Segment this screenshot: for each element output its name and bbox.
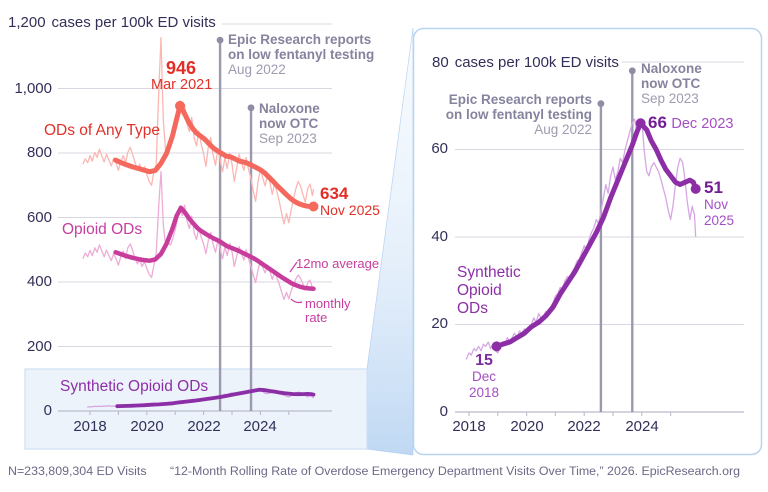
event-date: Aug 2022: [228, 62, 286, 78]
event-marker-dot: [597, 100, 605, 107]
event-text: Epic Research reports: [448, 92, 592, 107]
line-key-monthly: monthly rate: [305, 296, 351, 326]
event-date: Sep 2023: [641, 91, 699, 107]
event-date: Aug 2022: [534, 122, 592, 138]
left-chart-title: 1,200 cases per 100k ED visits: [8, 14, 216, 31]
right-x-tick-2024: 2024: [625, 418, 659, 435]
event-text: now OTC: [641, 76, 701, 92]
end-date: 2025: [704, 212, 735, 228]
end-annotation-right: 51 Nov 2025: [704, 178, 735, 228]
label-line: Opioid: [457, 281, 502, 299]
event-lines-right: [597, 67, 636, 412]
monthly-key-connector: [290, 298, 303, 304]
any-type-average-line: [113, 103, 316, 209]
right-y-tick-40: 40: [431, 228, 448, 245]
footer-sample-size: N=233,809,304 ED Visits: [8, 464, 147, 478]
left-gridlines: [58, 23, 332, 412]
left-event-annotation-fentanyl: Epic Research reports on low fentanyl te…: [228, 32, 374, 77]
left-y-tick-800: 800: [26, 144, 52, 161]
average-key-connector: [289, 261, 298, 273]
end-annotation-left: 634 Nov 2025: [320, 184, 380, 219]
start-date: 2018: [468, 384, 500, 400]
left-x-tick-2022: 2022: [187, 418, 221, 435]
event-marker-dot: [216, 36, 224, 44]
left-title-units: cases per 100k ED visits: [51, 14, 216, 31]
footer-source-citation: “12-Month Rolling Rate of Overdose Emerg…: [170, 464, 740, 478]
event-text: Naloxone: [259, 101, 320, 116]
label-line: Synthetic: [457, 264, 521, 281]
any-type-monthly-line: [82, 36, 315, 225]
event-text: on low fentanyl testing: [445, 107, 592, 123]
left-y-tick-1000: 1,000: [14, 80, 52, 97]
end-date: Nov: [704, 197, 729, 213]
opioid-average-line: [113, 205, 316, 292]
right-x-tick-2018: 2018: [452, 418, 486, 435]
line-key-monthly-word1: monthly: [305, 296, 351, 311]
line-key-monthly-word2: rate: [305, 310, 328, 326]
event-marker-dot: [628, 67, 636, 75]
right-event-annotation-naloxone: Naloxone now OTC Sep 2023: [641, 61, 702, 106]
event-date: Sep 2023: [259, 131, 317, 147]
series-markers: [175, 100, 701, 352]
event-marker-dot: [247, 104, 255, 112]
data-point-dot: [175, 100, 185, 111]
data-point-dot: [690, 183, 701, 194]
right-x-tick-2020: 2020: [510, 418, 544, 435]
peak-value: 66: [648, 113, 667, 132]
right-title-units: cases per 100k ED visits: [454, 54, 619, 71]
right-gridlines: [455, 61, 744, 413]
event-text: now OTC: [259, 116, 319, 132]
series-label-synthetic-zoom: Synthetic Opioid ODs: [457, 264, 521, 317]
right-y-tick-60: 60: [431, 140, 448, 157]
peak-date: Dec 2023: [671, 116, 734, 132]
right-chart-title: 80 cases per 100k ED visits: [432, 54, 619, 71]
left-x-tick-2020: 2020: [130, 418, 164, 435]
left-event-annotation-naloxone: Naloxone now OTC Sep 2023: [259, 101, 320, 146]
line-key-average: 12mo average: [296, 256, 380, 271]
start-date: Dec: [471, 369, 496, 385]
right-x-tick-2022: 2022: [567, 418, 601, 435]
series-label-any-type: ODs of Any Type: [44, 122, 161, 139]
left-x-tick-2024: 2024: [243, 418, 277, 435]
peak-value: 946: [165, 58, 197, 78]
start-value: 15: [475, 352, 493, 369]
left-y-tick-0: 0: [43, 402, 52, 419]
end-value: 634: [320, 184, 349, 203]
event-lines-left: [216, 36, 255, 411]
series-label-opioid: Opioid ODs: [62, 221, 143, 238]
start-annotation-right: 15 Dec 2018: [458, 352, 510, 400]
left-x-tick-2018: 2018: [73, 418, 107, 435]
right-y-axis-top-tick: 80: [432, 54, 449, 71]
left-y-tick-400: 400: [26, 273, 52, 290]
zoom-source-box: [24, 368, 368, 450]
right-event-annotation-fentanyl: Epic Research reports on low fentanyl te…: [440, 92, 592, 137]
synthetic-average-line-zoom: [494, 120, 699, 349]
end-date: Nov 2025: [320, 202, 380, 219]
synthetic-average-line: [115, 387, 316, 409]
zoom-wedge: [366, 27, 414, 456]
event-text: Epic Research reports: [228, 32, 372, 47]
left-y-tick-600: 600: [26, 209, 52, 226]
label-line: ODs: [457, 299, 488, 317]
peak-annotation-left: 946 Mar 2021: [151, 58, 213, 94]
left-y-axis-top-tick: 1,200: [8, 14, 46, 31]
event-text: Naloxone: [641, 61, 702, 76]
left-axis-ticks: [89, 411, 290, 415]
peak-annotation-right: 66 Dec 2023: [648, 113, 734, 133]
data-point-dot: [635, 118, 646, 129]
right-y-tick-0: 0: [439, 403, 448, 420]
data-point-dot: [308, 201, 319, 212]
event-text: on low fentanyl testing: [228, 47, 375, 63]
end-value: 51: [704, 178, 723, 197]
right-y-tick-20: 20: [431, 315, 448, 332]
left-y-tick-200: 200: [26, 338, 52, 355]
peak-date: Mar 2021: [151, 77, 213, 94]
data-point-dot: [491, 341, 502, 352]
series-label-synthetic: Synthetic Opioid ODs: [60, 378, 209, 395]
right-axis-ticks: [468, 412, 672, 416]
